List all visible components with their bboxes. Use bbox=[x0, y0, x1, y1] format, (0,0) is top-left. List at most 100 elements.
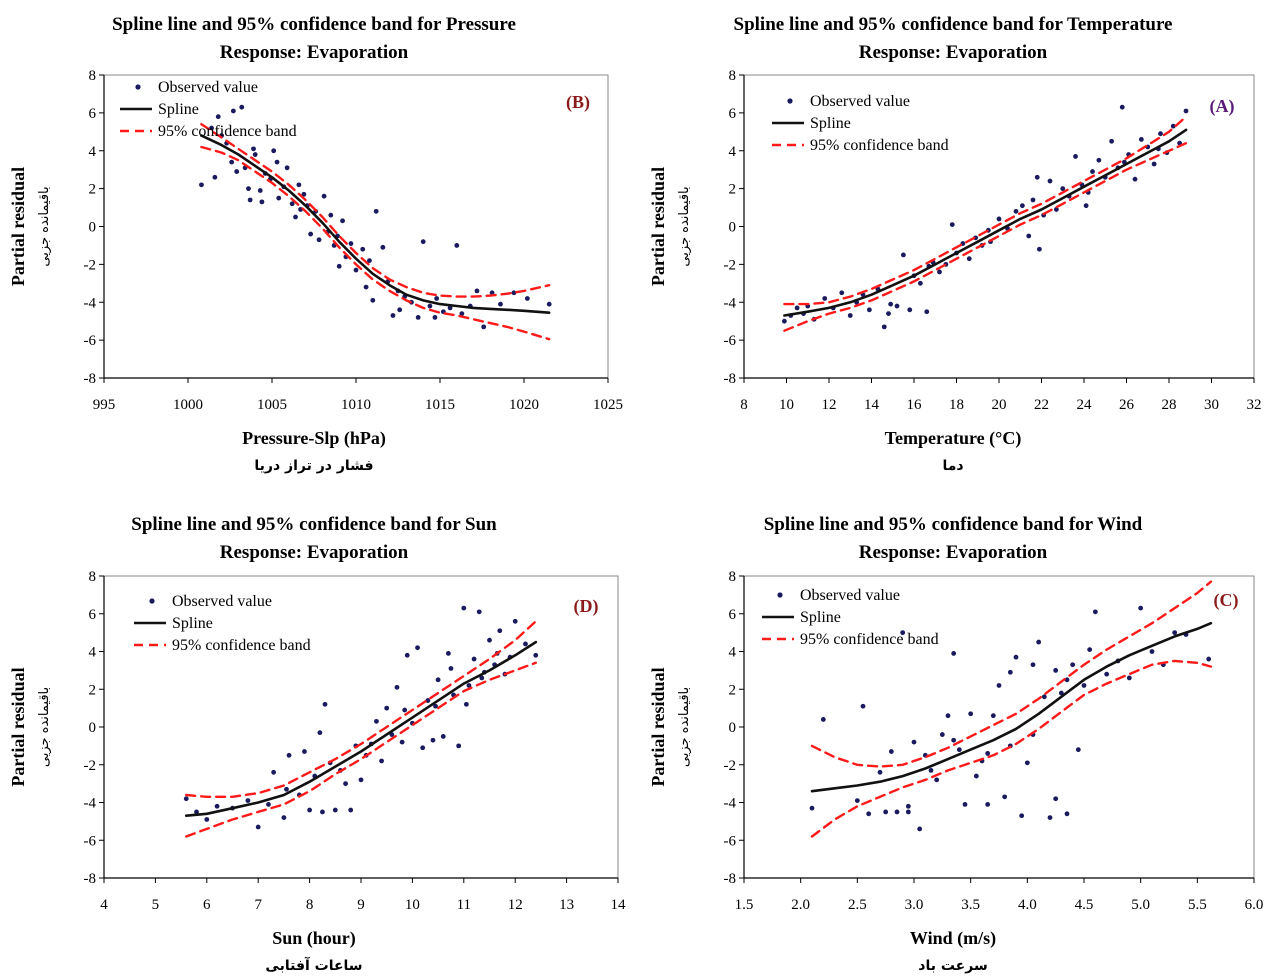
x-axis-label: Temperature (°C) bbox=[885, 428, 1022, 449]
y-tick-label: -8 bbox=[724, 371, 737, 387]
data-point bbox=[939, 732, 945, 737]
data-point bbox=[284, 165, 290, 171]
confidence-band-line bbox=[200, 145, 551, 341]
data-point bbox=[252, 152, 258, 157]
data-point bbox=[498, 301, 503, 307]
x-tick-label: 16 bbox=[907, 397, 923, 413]
x-tick-label: 3.5 bbox=[961, 897, 980, 913]
x-axis-label: Sun (hour) bbox=[272, 928, 356, 949]
data-point bbox=[274, 159, 280, 165]
y-tick-label: 4 bbox=[729, 144, 737, 160]
y-axis-label-fa: باقیمانده جزیی bbox=[677, 186, 692, 266]
data-point bbox=[432, 315, 438, 320]
y-axis-label-fa: باقیمانده جزیی bbox=[37, 687, 52, 767]
data-point bbox=[839, 290, 845, 296]
x-tick-label: 12 bbox=[822, 397, 837, 413]
data-point bbox=[945, 713, 951, 719]
data-point bbox=[247, 197, 253, 203]
confidence-band-line bbox=[783, 141, 1188, 332]
data-point bbox=[370, 297, 376, 303]
data-point bbox=[448, 666, 454, 671]
data-point bbox=[894, 303, 900, 309]
y-tick-label: -4 bbox=[84, 796, 97, 812]
plot-area-border bbox=[103, 74, 609, 379]
spline-line bbox=[200, 134, 551, 315]
data-point bbox=[985, 751, 991, 756]
x-tick-label: 9 bbox=[357, 897, 365, 913]
data-point bbox=[293, 214, 298, 220]
data-point bbox=[259, 199, 265, 205]
x-tick-label: 14 bbox=[611, 897, 627, 913]
chart-subtitle: Response: Evaporation bbox=[859, 542, 1048, 563]
x-tick-label: 7 bbox=[254, 897, 262, 913]
data-point bbox=[1138, 605, 1144, 611]
confidence-band-line bbox=[810, 580, 1213, 768]
y-tick-label: -2 bbox=[84, 758, 97, 774]
data-point bbox=[951, 650, 957, 656]
data-point bbox=[286, 752, 292, 758]
x-tick-label: 32 bbox=[1247, 397, 1262, 413]
legend-label: Spline bbox=[172, 615, 213, 632]
y-tick-label: -6 bbox=[724, 333, 737, 349]
data-point bbox=[1058, 690, 1064, 696]
x-tick-label: 1.5 bbox=[735, 897, 754, 913]
x-tick-label: 30 bbox=[1204, 397, 1219, 413]
y-tick-label: 8 bbox=[729, 68, 737, 84]
data-point bbox=[471, 656, 477, 662]
data-point bbox=[374, 718, 379, 724]
y-tick-label: -8 bbox=[84, 371, 97, 387]
data-point bbox=[973, 773, 979, 779]
data-point bbox=[459, 311, 465, 317]
legend-label: 95% confidence band bbox=[158, 123, 297, 140]
data-point bbox=[1109, 138, 1115, 144]
data-point bbox=[434, 296, 440, 301]
data-point bbox=[420, 745, 426, 751]
y-tick-label: 8 bbox=[729, 569, 737, 585]
data-point bbox=[968, 711, 974, 717]
data-point bbox=[466, 683, 472, 688]
y-tick-label: 6 bbox=[729, 607, 737, 623]
y-tick-label: 4 bbox=[89, 645, 97, 661]
x-tick-label: 4.5 bbox=[1075, 897, 1094, 913]
data-point bbox=[360, 246, 366, 252]
chart-title: Spline line and 95% confidence band for … bbox=[131, 514, 497, 535]
data-point bbox=[276, 195, 282, 201]
y-tick-label: 0 bbox=[729, 720, 737, 736]
data-point bbox=[911, 739, 917, 745]
y-tick-label: -2 bbox=[724, 758, 737, 774]
chart-panel-4: Spline line and 95% confidence band for … bbox=[648, 514, 1263, 974]
data-point bbox=[511, 290, 517, 296]
data-point bbox=[866, 811, 872, 817]
confidence-band-line bbox=[184, 620, 537, 798]
x-tick-label: 26 bbox=[1119, 397, 1135, 413]
y-tick-label: -2 bbox=[724, 257, 737, 273]
data-point bbox=[951, 737, 957, 743]
data-point bbox=[476, 609, 482, 615]
data-point bbox=[373, 208, 379, 214]
legend-marker-points bbox=[149, 598, 155, 604]
data-point bbox=[1083, 203, 1089, 209]
data-point bbox=[479, 675, 485, 681]
y-tick-label: 2 bbox=[729, 682, 737, 698]
data-point bbox=[316, 237, 322, 243]
data-point bbox=[1034, 174, 1040, 180]
data-point bbox=[1053, 796, 1059, 802]
y-tick-label: -6 bbox=[724, 833, 737, 849]
data-point bbox=[1096, 157, 1102, 163]
x-tick-label: 1020 bbox=[509, 397, 539, 413]
data-point bbox=[358, 777, 364, 783]
x-tick-label: 5 bbox=[152, 897, 160, 913]
data-point bbox=[1047, 178, 1053, 184]
data-point bbox=[440, 734, 446, 739]
data-point bbox=[481, 324, 487, 330]
data-point bbox=[427, 303, 433, 309]
data-point bbox=[524, 296, 530, 301]
data-point bbox=[399, 739, 405, 745]
chart-subtitle: Response: Evaporation bbox=[220, 542, 409, 563]
y-tick-label: 2 bbox=[729, 182, 737, 198]
y-tick-label: -4 bbox=[724, 295, 737, 311]
data-point bbox=[332, 807, 338, 813]
data-point bbox=[463, 701, 469, 707]
y-tick-label: 6 bbox=[89, 106, 97, 122]
y-tick-label: -6 bbox=[84, 833, 97, 849]
